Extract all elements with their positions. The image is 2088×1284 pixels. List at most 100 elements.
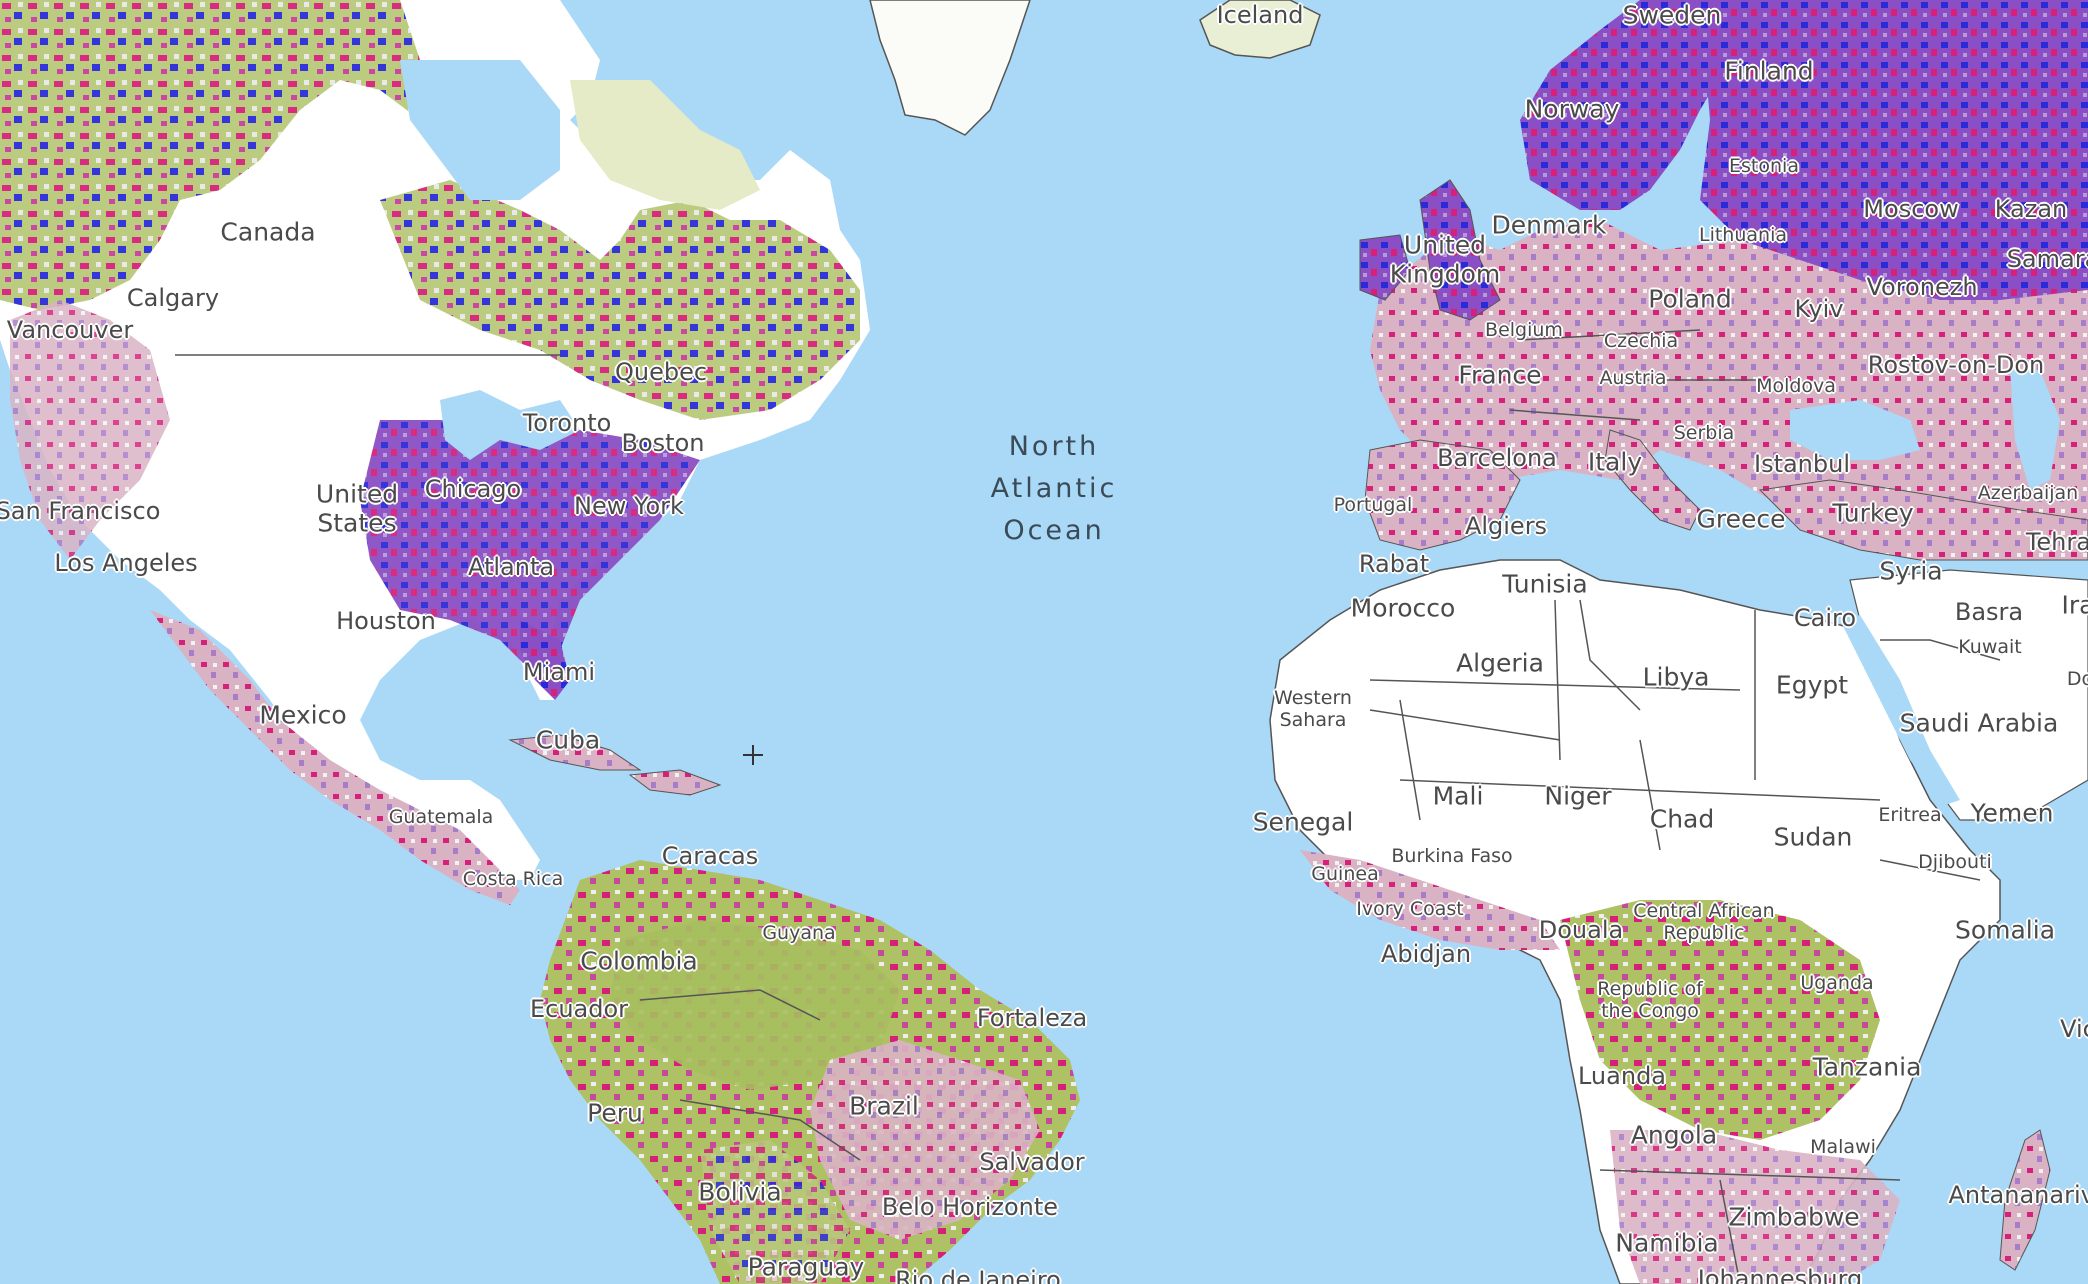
label-czechia: Czechia <box>1603 330 1679 353</box>
label-guyana: Guyana <box>762 922 836 945</box>
label-barcelona: Barcelona <box>1437 444 1557 473</box>
label-calgary: Calgary <box>126 284 220 313</box>
label-france: France <box>1458 360 1542 390</box>
label-egypt: Egypt <box>1775 670 1849 700</box>
red-sea <box>1840 615 1960 805</box>
label-caracas: Caracas <box>661 842 759 871</box>
label-belo-horizonte: Belo Horizonte <box>881 1193 1059 1222</box>
label-western-sahara: Western Sahara <box>1274 687 1352 731</box>
label-united-states: United States <box>315 479 399 537</box>
label-united-kingdom: United Kingdom <box>1389 230 1501 288</box>
label-poland: Poland <box>1648 284 1732 314</box>
label-eritrea: Eritrea <box>1878 804 1942 827</box>
label-angola: Angola <box>1630 1120 1718 1150</box>
label-tanzania: Tanzania <box>1812 1052 1922 1082</box>
iceland-landmass <box>1199 0 1321 59</box>
label-central-african-republic: Central African Republic <box>1633 900 1775 944</box>
label-abidjan: Abidjan <box>1380 940 1472 969</box>
label-rio-de-janeiro: Rio de Janeiro <box>895 1266 1061 1284</box>
label-iceland: Iceland <box>1216 1 1304 30</box>
label-chad: Chad <box>1649 804 1715 834</box>
label-bolivia: Bolivia <box>698 1177 782 1207</box>
label-portugal: Portugal <box>1333 494 1413 517</box>
bolivia-paraguay <box>700 1140 850 1284</box>
label-guatemala: Guatemala <box>388 806 494 829</box>
label-cairo: Cairo <box>1793 604 1857 633</box>
brazil-cerrado <box>810 1040 1040 1240</box>
label-italy: Italy <box>1587 447 1643 477</box>
label-estonia: Estonia <box>1729 155 1799 178</box>
label-zimbabwe: Zimbabwe <box>1728 1202 1860 1232</box>
caspian-sea <box>2010 370 2060 490</box>
label-finland: Finland <box>1724 56 1814 86</box>
label-namibia: Namibia <box>1615 1228 1719 1258</box>
ocean-label-north-atlantic: North Atlantic Ocean <box>990 431 1118 546</box>
label-boston: Boston <box>621 429 705 458</box>
great-lakes <box>440 390 580 460</box>
label-antananarivo: Antananarivo <box>1948 1181 2088 1210</box>
label-miami: Miami <box>522 658 596 687</box>
italy-peninsula <box>1604 429 1701 531</box>
label-yemen: Yemen <box>1970 798 2054 828</box>
label-voronezh: Voronezh <box>1866 273 1978 302</box>
label-los-angeles: Los Angeles <box>54 549 198 578</box>
label-morocco: Morocco <box>1350 593 1456 623</box>
label-johannesburg: Johannesburg <box>1697 1265 1863 1284</box>
label-moldova: Moldova <box>1756 375 1836 398</box>
label-niger: Niger <box>1544 781 1612 811</box>
label-republic-of-the-congo: Republic of the Congo <box>1597 978 1703 1022</box>
label-luanda: Luanda <box>1577 1062 1667 1091</box>
label-ira: Ira <box>2061 590 2088 620</box>
hispaniola-island <box>628 769 722 796</box>
label-salvador: Salvador <box>979 1148 1085 1177</box>
label-kuwait: Kuwait <box>1958 636 2022 659</box>
label-fortaleza: Fortaleza <box>976 1004 1088 1033</box>
label-somalia: Somalia <box>1954 915 2056 945</box>
label-serbia: Serbia <box>1673 422 1735 445</box>
label-moscow: Moscow <box>1863 195 1959 224</box>
label-tunisia: Tunisia <box>1502 569 1588 599</box>
label-costa-rica: Costa Rica <box>462 868 564 891</box>
crosshair-icon[interactable] <box>743 745 763 765</box>
label-vic: Vic <box>2060 1015 2088 1044</box>
western-us-forest <box>10 300 170 560</box>
label-ecuador: Ecuador <box>529 995 629 1024</box>
label-tehran: Tehran <box>2025 528 2088 557</box>
label-cuba: Cuba <box>535 725 601 755</box>
label-atlanta: Atlanta <box>467 553 555 582</box>
label-mexico: Mexico <box>259 700 347 730</box>
label-brazil: Brazil <box>849 1091 919 1121</box>
label-kazan: Kazan <box>1994 195 2068 224</box>
europe-landmass <box>1370 220 2088 560</box>
label-ivory-coast: Ivory Coast <box>1356 898 1464 921</box>
label-quebec: Quebec <box>614 358 708 387</box>
label-turkey: Turkey <box>1832 498 1914 528</box>
label-austria: Austria <box>1599 367 1667 390</box>
ireland-landmass <box>1359 234 1411 301</box>
west-africa-forest <box>1300 850 1560 950</box>
southern-africa-forest <box>1610 1130 1900 1284</box>
greenland-landmass <box>869 0 1031 136</box>
label-sudan: Sudan <box>1773 822 1853 852</box>
turkey-middle-east <box>1758 479 2088 561</box>
labrador-tundra <box>570 80 760 210</box>
label-saudi-arabia: Saudi Arabia <box>1899 708 2059 738</box>
label-syria: Syria <box>1879 556 1943 586</box>
label-burkina-faso: Burkina Faso <box>1391 845 1513 868</box>
label-guinea: Guinea <box>1311 863 1379 886</box>
label-belgium: Belgium <box>1485 319 1563 342</box>
mexico-central-america <box>150 610 520 905</box>
label-douala: Douala <box>1538 916 1624 945</box>
label-libya: Libya <box>1642 662 1710 692</box>
label-kyiv: Kyiv <box>1794 295 1844 324</box>
label-rostov-on-don: Rostov-on-Don <box>1867 351 2045 380</box>
iberia-landmass <box>1364 439 1521 551</box>
eastern-us-forest <box>360 420 700 680</box>
florida-peninsula <box>520 620 570 700</box>
label-san-francisco: San Francisco <box>0 497 161 526</box>
label-senegal: Senegal <box>1252 807 1354 837</box>
label-samara: Samara <box>2006 245 2088 274</box>
uk-landmass <box>1419 179 1501 321</box>
